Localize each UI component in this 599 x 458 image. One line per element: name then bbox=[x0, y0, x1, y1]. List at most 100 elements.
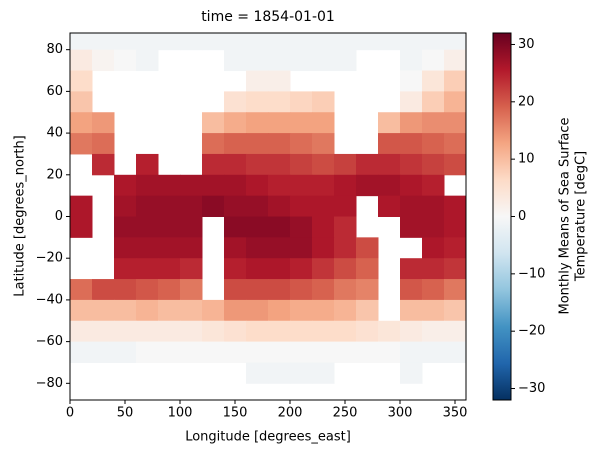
cell bbox=[202, 133, 225, 155]
cell bbox=[180, 299, 203, 322]
cell bbox=[290, 320, 313, 343]
cell bbox=[158, 237, 181, 259]
cell bbox=[180, 341, 203, 363]
cell bbox=[268, 258, 291, 280]
cell bbox=[400, 174, 423, 197]
cell bbox=[312, 153, 335, 176]
cell bbox=[400, 33, 423, 51]
cell bbox=[246, 216, 269, 238]
cell bbox=[378, 341, 401, 363]
cell bbox=[136, 320, 159, 343]
cell bbox=[70, 299, 93, 322]
y-tick-label: 80 bbox=[46, 42, 63, 57]
cell bbox=[444, 216, 466, 238]
cell bbox=[114, 341, 137, 363]
cell bbox=[422, 237, 445, 259]
cell bbox=[378, 174, 401, 197]
cell bbox=[312, 216, 335, 238]
cell bbox=[290, 216, 313, 238]
cell bbox=[136, 299, 159, 322]
cell bbox=[400, 216, 423, 238]
cell bbox=[158, 33, 181, 51]
cell bbox=[422, 174, 445, 197]
cell bbox=[356, 299, 379, 322]
cell bbox=[312, 49, 335, 72]
cell bbox=[114, 320, 137, 343]
cell bbox=[422, 216, 445, 238]
cell bbox=[378, 195, 401, 217]
cell bbox=[224, 112, 247, 134]
cell bbox=[246, 195, 269, 217]
cell bbox=[400, 49, 423, 72]
cell bbox=[114, 174, 137, 197]
cell bbox=[422, 279, 445, 301]
cell bbox=[136, 153, 159, 176]
cell bbox=[158, 258, 181, 280]
cell bbox=[400, 91, 423, 113]
cell bbox=[290, 49, 313, 72]
cell bbox=[444, 279, 466, 301]
cell bbox=[268, 91, 291, 113]
cell bbox=[70, 49, 93, 72]
cell bbox=[224, 195, 247, 217]
cell bbox=[268, 237, 291, 259]
cell bbox=[70, 341, 93, 363]
cell bbox=[312, 320, 335, 343]
cell bbox=[180, 195, 203, 217]
cell bbox=[246, 112, 269, 134]
cell bbox=[290, 33, 313, 51]
cell bbox=[312, 91, 335, 113]
x-tick-label: 350 bbox=[443, 406, 468, 421]
cell bbox=[158, 174, 181, 197]
cell bbox=[312, 258, 335, 280]
cell bbox=[268, 174, 291, 197]
cell bbox=[224, 91, 247, 113]
cell bbox=[158, 320, 181, 343]
cell bbox=[136, 195, 159, 217]
cell bbox=[180, 279, 203, 301]
cell bbox=[224, 153, 247, 176]
cell bbox=[400, 362, 423, 384]
cell bbox=[224, 133, 247, 155]
cell bbox=[400, 112, 423, 134]
cell bbox=[268, 153, 291, 176]
y-tick-label: 40 bbox=[46, 126, 63, 141]
cell bbox=[202, 299, 225, 322]
cell bbox=[92, 133, 115, 155]
cell bbox=[334, 299, 357, 322]
cell bbox=[378, 133, 401, 155]
x-tick-label: 0 bbox=[66, 406, 74, 421]
cell bbox=[92, 299, 115, 322]
cell bbox=[334, 195, 357, 217]
cell bbox=[202, 153, 225, 176]
cell bbox=[136, 174, 159, 197]
cell bbox=[246, 70, 269, 92]
cell bbox=[444, 70, 466, 92]
colorbar-tick-label: 20 bbox=[518, 94, 535, 109]
cell bbox=[224, 341, 247, 363]
cell bbox=[444, 133, 466, 155]
y-tick-label: 60 bbox=[46, 84, 63, 99]
cell bbox=[290, 341, 313, 363]
cell bbox=[444, 341, 466, 363]
cell bbox=[400, 153, 423, 176]
cell bbox=[180, 320, 203, 343]
cell bbox=[444, 49, 466, 72]
x-tick-label: 50 bbox=[117, 406, 134, 421]
cell bbox=[268, 112, 291, 134]
cell bbox=[158, 341, 181, 363]
cell bbox=[356, 341, 379, 363]
cell bbox=[268, 320, 291, 343]
cell bbox=[202, 195, 225, 217]
cell bbox=[180, 33, 203, 51]
cell bbox=[356, 33, 379, 51]
cell bbox=[312, 237, 335, 259]
colorbar-label: Temperature [degC] bbox=[574, 151, 589, 282]
cell bbox=[356, 279, 379, 301]
cell bbox=[290, 112, 313, 134]
cell bbox=[334, 216, 357, 238]
cell bbox=[136, 49, 159, 72]
cell bbox=[422, 133, 445, 155]
cell bbox=[400, 195, 423, 217]
cell bbox=[70, 91, 93, 113]
